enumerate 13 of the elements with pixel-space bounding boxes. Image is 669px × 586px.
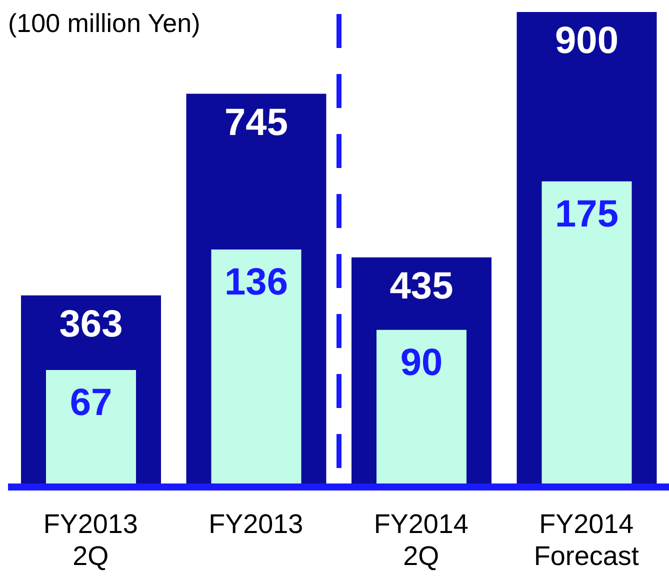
data-label: 435 bbox=[390, 265, 454, 308]
x-tick-label: FY2014 Forecast bbox=[534, 509, 640, 571]
data-label: 136 bbox=[224, 261, 288, 304]
data-label: 745 bbox=[224, 102, 288, 144]
data-label: 175 bbox=[555, 193, 618, 236]
data-label: 90 bbox=[400, 342, 443, 384]
data-label: 363 bbox=[59, 303, 123, 346]
data-label: 900 bbox=[555, 20, 618, 62]
data-label: 67 bbox=[70, 382, 112, 424]
x-tick-label: FY2013 2Q bbox=[43, 509, 138, 571]
y-axis-title: (100 million Yen) bbox=[8, 8, 200, 39]
x-tick-label: FY2013 bbox=[208, 509, 304, 539]
x-tick-label: FY2014 2Q bbox=[374, 509, 468, 571]
